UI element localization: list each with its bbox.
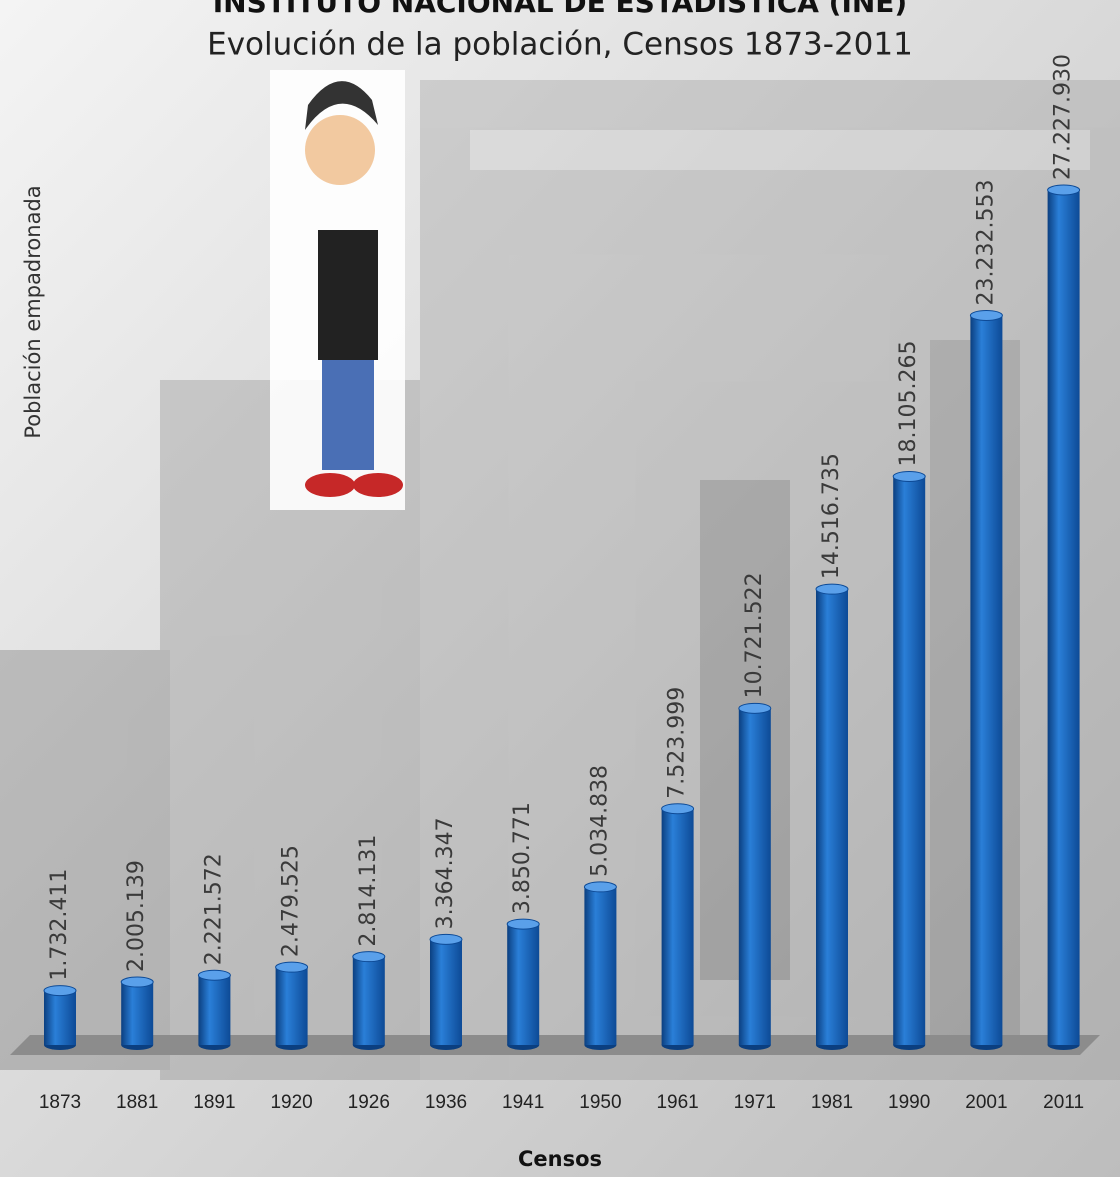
bar bbox=[584, 886, 617, 1045]
value-label: 2.221.572 bbox=[201, 853, 226, 965]
x-tick-label: 1873 bbox=[39, 1092, 81, 1113]
x-tick-label: 1961 bbox=[656, 1092, 698, 1113]
value-label: 2.005.139 bbox=[124, 860, 149, 972]
value-label: 2.479.525 bbox=[279, 845, 304, 957]
bar bbox=[352, 956, 385, 1045]
bar-cap bbox=[43, 985, 77, 997]
x-tick-label: 1936 bbox=[425, 1092, 467, 1113]
value-label: 14.516.735 bbox=[819, 453, 844, 579]
bar-cap bbox=[583, 881, 617, 893]
bar-cap bbox=[352, 951, 386, 963]
value-label: 3.364.347 bbox=[433, 817, 458, 929]
bar bbox=[275, 967, 308, 1045]
x-tick-label: 1990 bbox=[888, 1092, 930, 1113]
bar-cap bbox=[738, 702, 772, 714]
bar bbox=[507, 924, 540, 1045]
chart-title: INSTITUTO NACIONAL DE ESTADÍSTICA (INE) bbox=[213, 0, 907, 19]
x-axis-label: Censos bbox=[518, 1147, 602, 1171]
bar-cap bbox=[506, 918, 540, 930]
floor bbox=[10, 1035, 1100, 1055]
bar bbox=[121, 982, 154, 1045]
chart-subtitle: Evolución de la población, Censos 1873-2… bbox=[207, 27, 913, 63]
value-label: 27.227.930 bbox=[1051, 54, 1076, 180]
value-label: 23.232.553 bbox=[973, 179, 998, 305]
bar-cap bbox=[892, 470, 926, 482]
value-label: 1.732.411 bbox=[47, 869, 72, 981]
value-label: 18.105.265 bbox=[896, 340, 921, 466]
value-label: 2.814.131 bbox=[356, 835, 381, 947]
x-tick-label: 1971 bbox=[734, 1092, 776, 1113]
bar bbox=[738, 708, 771, 1045]
y-axis-label: Población empadronada bbox=[21, 185, 45, 438]
bar-cap bbox=[275, 961, 309, 973]
bar-cap bbox=[1047, 184, 1081, 196]
bar bbox=[661, 808, 694, 1045]
bar-cap bbox=[120, 976, 154, 988]
bar-cap bbox=[661, 803, 695, 815]
value-label: 7.523.999 bbox=[665, 687, 690, 799]
bar bbox=[430, 939, 462, 1045]
bar-cap bbox=[429, 933, 463, 945]
bar bbox=[198, 975, 231, 1045]
x-tick-label: 1941 bbox=[502, 1092, 544, 1113]
bar bbox=[1047, 190, 1080, 1045]
x-tick-label: 2001 bbox=[965, 1092, 1007, 1113]
x-tick-label: 1881 bbox=[116, 1092, 158, 1113]
bar bbox=[44, 990, 76, 1045]
value-label: 10.721.522 bbox=[742, 572, 767, 698]
value-label: 5.034.838 bbox=[587, 765, 612, 877]
bar bbox=[893, 476, 926, 1046]
x-tick-label: 1950 bbox=[579, 1092, 621, 1113]
x-tick-label: 1920 bbox=[270, 1092, 312, 1113]
bar bbox=[970, 315, 1003, 1045]
x-tick-label: 1891 bbox=[193, 1092, 235, 1113]
bar-cap bbox=[197, 969, 231, 981]
x-tick-label: 1981 bbox=[811, 1092, 853, 1113]
cartoon-figure bbox=[270, 70, 405, 510]
x-tick-label: 2011 bbox=[1043, 1092, 1084, 1113]
x-tick-label: 1926 bbox=[348, 1092, 390, 1113]
value-label: 3.850.771 bbox=[510, 802, 535, 914]
bar bbox=[816, 589, 848, 1045]
bar-cap bbox=[969, 309, 1003, 321]
bar-cap bbox=[815, 583, 849, 595]
